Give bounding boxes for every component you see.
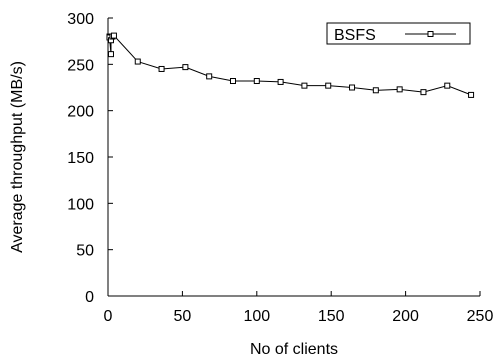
x-axis-label: No of clients bbox=[250, 341, 338, 358]
y-tick-label: 150 bbox=[67, 150, 94, 167]
x-tick-label: 250 bbox=[467, 308, 494, 325]
x-tick-label: 100 bbox=[243, 308, 270, 325]
data-point bbox=[444, 82, 451, 89]
x-tick-label: 0 bbox=[104, 308, 113, 325]
data-point bbox=[158, 65, 165, 72]
data-point bbox=[107, 51, 114, 58]
data-point bbox=[325, 82, 332, 89]
y-tick-label: 250 bbox=[67, 57, 94, 74]
data-point bbox=[396, 86, 403, 93]
data-point bbox=[182, 64, 189, 71]
data-point bbox=[277, 78, 284, 85]
y-axis-ticks: 0 50 100 150 200 250 300 bbox=[67, 11, 113, 306]
data-point bbox=[134, 58, 141, 65]
data-point bbox=[301, 82, 308, 89]
legend-box bbox=[326, 22, 471, 45]
x-tick-label: 200 bbox=[392, 308, 419, 325]
x-tick-label: 150 bbox=[318, 308, 345, 325]
plot-area bbox=[106, 18, 480, 297]
data-point bbox=[110, 32, 117, 39]
y-tick-label: 200 bbox=[67, 104, 94, 121]
x-axis-ticks: 0 50 100 150 200 250 bbox=[104, 291, 494, 325]
y-tick-label: 100 bbox=[67, 196, 94, 213]
data-point bbox=[420, 89, 427, 96]
legend-marker-bsfs bbox=[427, 31, 434, 37]
y-tick-label: 300 bbox=[67, 11, 94, 28]
legend-label-bsfs: BSFS bbox=[334, 27, 376, 44]
data-point bbox=[349, 84, 356, 91]
data-point bbox=[468, 91, 475, 98]
data-point bbox=[372, 87, 379, 94]
legend: BSFS bbox=[326, 22, 471, 45]
y-axis-label: Average throughput (MB/s) bbox=[9, 61, 26, 253]
data-point bbox=[253, 78, 260, 85]
data-point bbox=[229, 78, 236, 85]
y-tick-label: 50 bbox=[76, 243, 94, 260]
y-tick-label: 0 bbox=[85, 289, 94, 306]
x-tick-label: 50 bbox=[174, 308, 192, 325]
data-point bbox=[206, 73, 213, 80]
